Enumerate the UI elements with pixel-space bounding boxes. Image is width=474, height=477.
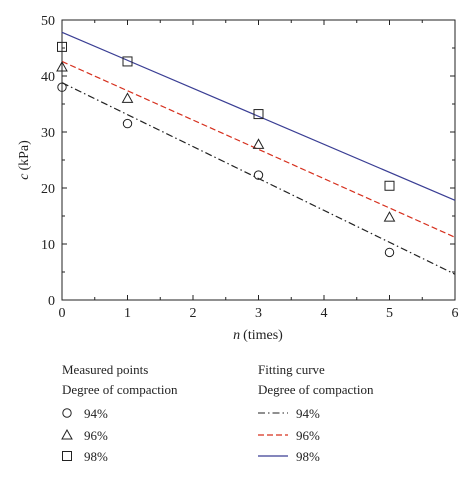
fit-line-96 <box>61 60 456 238</box>
x-axis-label: n (times) <box>233 328 283 343</box>
point-circle-94 <box>253 170 264 180</box>
point-square-98 <box>384 180 395 191</box>
x-tick-label: 1 <box>124 306 131 321</box>
x-tick-label: 6 <box>452 306 459 321</box>
x-tick-label: 5 <box>386 306 393 321</box>
x-tick-label: 0 <box>59 306 66 321</box>
fit-line-98 <box>61 31 456 201</box>
y-tick-label: 50 <box>41 14 55 29</box>
legend-marker-square <box>62 451 72 461</box>
x-axis-var: n <box>233 328 240 343</box>
y-tick-label: 40 <box>41 70 55 85</box>
y-tick-label: 0 <box>48 294 55 309</box>
y-axis-label: c (kPa) <box>17 140 32 180</box>
axis-ticks: 0 1 2 3 4 5 6 0 10 20 30 40 50 <box>41 14 459 321</box>
legend-fitting-title-2: Degree of compaction <box>258 382 374 397</box>
legend-measured: Measured points Degree of compaction 94%… <box>61 362 178 464</box>
legend-fitting-label-94: 94% <box>296 406 320 421</box>
y-axis-unit: (kPa) <box>17 140 32 171</box>
measured-points <box>56 41 396 258</box>
legend-fitting-label-98: 98% <box>296 449 320 464</box>
fitting-lines <box>61 31 456 275</box>
legend-measured-label-94: 94% <box>84 406 108 421</box>
point-circle-94 <box>384 247 395 258</box>
legend-measured-title-2: Degree of compaction <box>62 382 178 397</box>
legend-fitting-label-96: 96% <box>296 428 320 443</box>
plot-frame <box>61 19 456 301</box>
y-tick-label: 30 <box>41 126 55 141</box>
x-axis-unit: (times) <box>243 328 283 343</box>
y-tick-label: 10 <box>41 238 55 253</box>
point-triangle-96 <box>252 138 265 149</box>
legend-measured-label-98: 98% <box>84 449 108 464</box>
point-circle-94 <box>57 82 67 92</box>
legend-measured-label-96: 96% <box>84 428 108 443</box>
x-tick-label: 4 <box>321 306 328 321</box>
y-tick-label: 20 <box>41 182 55 197</box>
point-square-98 <box>253 109 264 120</box>
point-triangle-96 <box>56 61 68 72</box>
legend-marker-triangle <box>61 428 73 440</box>
legend-measured-title-1: Measured points <box>62 362 148 377</box>
point-circle-94 <box>122 118 133 129</box>
legend-fitting-title-1: Fitting curve <box>258 362 325 377</box>
y-axis-var: c <box>17 173 32 180</box>
legend-fitting: Fitting curve Degree of compaction 94% 9… <box>258 362 374 464</box>
point-square-98 <box>122 56 133 67</box>
fit-line-94 <box>61 82 456 275</box>
point-triangle-96 <box>121 92 134 103</box>
legend-marker-circle <box>62 408 72 418</box>
point-square-98 <box>57 41 67 52</box>
x-tick-label: 2 <box>190 306 197 321</box>
x-tick-label: 3 <box>255 306 262 321</box>
point-triangle-96 <box>383 211 396 222</box>
